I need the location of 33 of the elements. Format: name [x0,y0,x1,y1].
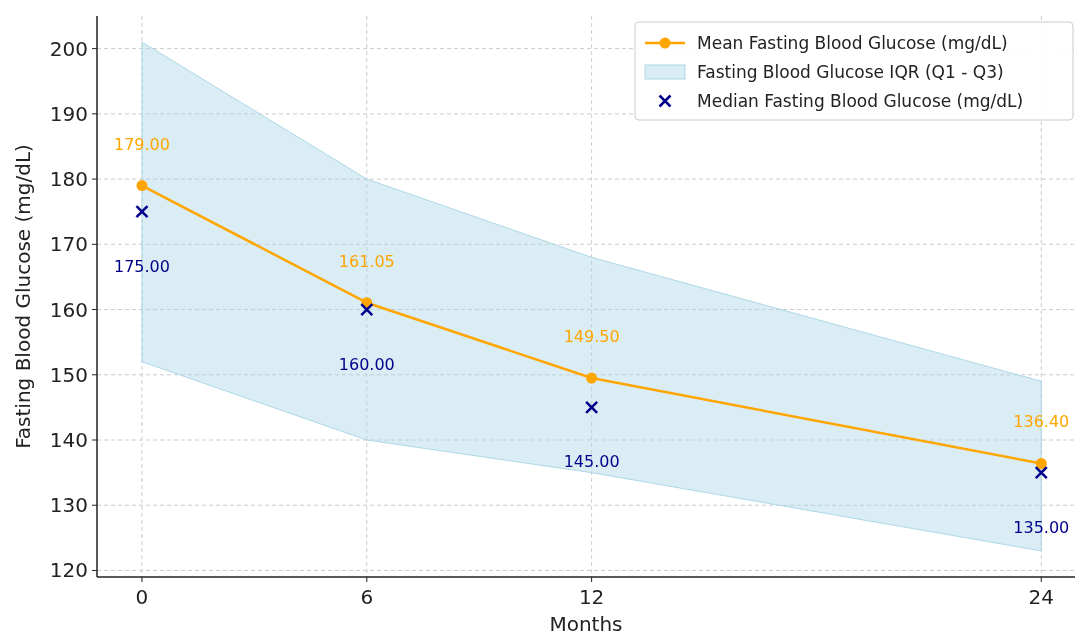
legend-label: Mean Fasting Blood Glucose (mg/dL) [697,33,1008,53]
y-axis-title: Fasting Blood Glucose (mg/dL) [11,144,35,449]
y-tick-label: 140 [49,428,88,453]
data-label: 145.00 [563,452,620,472]
x-tick-label: 24 [1028,585,1054,609]
point [135,204,149,219]
legend-label: Median Fasting Blood Glucose (mg/dL) [697,91,1024,111]
x-tick-label: 6 [360,585,374,609]
data-label: 161.05 [338,251,395,271]
point [136,180,148,192]
data-label: 175.00 [113,256,170,276]
point [1035,458,1047,469]
point [586,372,598,384]
y-tick-label: 120 [49,558,88,583]
data-label: 160.00 [338,354,395,374]
y-tick-label: 200 [49,36,88,61]
y-tick-label: 180 [49,167,88,192]
y-tick-label: 170 [49,232,88,257]
data-label: 149.50 [563,327,620,347]
y-tick-label: 150 [49,362,88,387]
point [1034,465,1049,480]
legend-label: Fasting Blood Glucose IQR (Q1 - Q3) [697,62,1004,82]
x-axis-title: Months [549,612,623,633]
data-label: 179.00 [113,134,170,154]
y-tick-label: 130 [49,493,88,518]
y-tick-label: 190 [49,101,88,126]
y-tick-label: 160 [49,297,88,322]
x-tick-label: 0 [135,585,149,609]
point [584,400,599,415]
point [360,302,374,317]
data-label: 135.00 [1013,517,1070,537]
data-label: 136.40 [1013,412,1070,432]
x-tick-label: 12 [578,585,605,609]
